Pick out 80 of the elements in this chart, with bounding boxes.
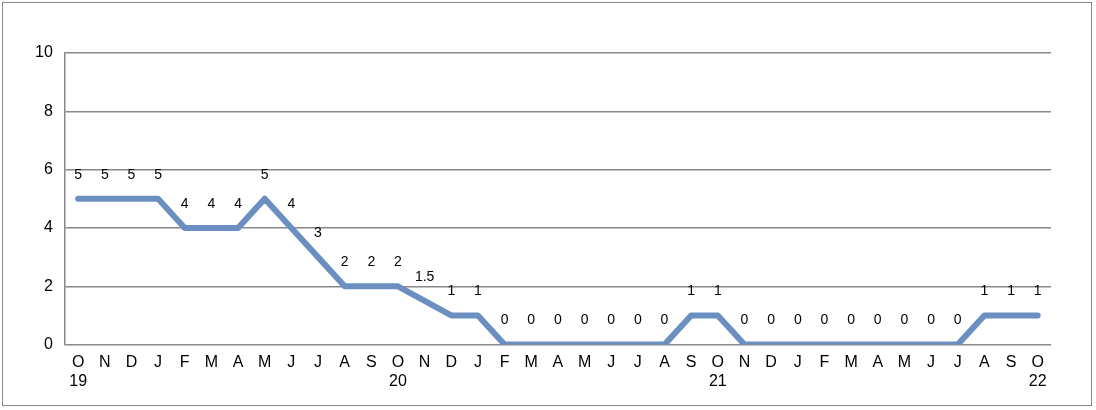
data-label: 1 — [713, 282, 722, 299]
data-label: 4 — [234, 194, 243, 211]
x-tick-label: J — [473, 352, 482, 370]
data-label: 0 — [580, 311, 589, 328]
data-label: 1 — [1007, 282, 1016, 299]
x-tick-label: J — [287, 352, 296, 370]
x-tick-label: A — [979, 352, 991, 370]
data-label: 1.5 — [414, 267, 435, 284]
data-label: 0 — [527, 311, 536, 328]
y-tick-label: 8 — [43, 101, 53, 119]
x-tick-label: M — [897, 352, 912, 370]
x-tick-label: S — [365, 352, 377, 370]
data-label: 5 — [260, 165, 269, 182]
data-label: 1 — [1033, 282, 1042, 299]
x-tick-label: F — [499, 352, 510, 370]
x-tick-label: A — [339, 352, 351, 370]
y-tick-label: 0 — [43, 335, 53, 353]
data-label: 3 — [314, 223, 323, 240]
data-label: 5 — [154, 165, 163, 182]
x-tick-label: J — [927, 352, 936, 370]
x-tick-label: J — [793, 352, 802, 370]
x-tick-label: A — [872, 352, 884, 370]
data-label: 0 — [820, 311, 829, 328]
x-tick-label: M — [844, 352, 858, 370]
data-label: 0 — [900, 311, 909, 328]
data-label: 0 — [660, 311, 669, 328]
x-tick-label: O 20 — [389, 352, 407, 389]
data-label: 0 — [633, 311, 642, 328]
x-tick-label: M — [524, 352, 538, 370]
x-tick-label: D — [445, 352, 458, 370]
data-label: 0 — [500, 311, 509, 328]
x-tick-label: A — [552, 352, 564, 370]
x-tick-label: O 19 — [69, 352, 88, 389]
data-label: 1 — [447, 282, 456, 299]
x-tick-label: F — [819, 352, 830, 370]
x-tick-label: A — [232, 352, 244, 370]
data-label: 0 — [873, 311, 882, 328]
x-tick-label: F — [179, 352, 190, 370]
x-tick-label: O 22 — [1028, 352, 1047, 389]
data-label: 5 — [74, 165, 83, 182]
y-tick-label: 6 — [43, 160, 53, 178]
y-tick-label: 2 — [43, 276, 53, 294]
data-label: 0 — [953, 311, 962, 328]
data-label: 0 — [927, 311, 936, 328]
x-tick-label: M — [577, 352, 592, 370]
data-label: 0 — [740, 311, 749, 328]
data-label: 4 — [180, 194, 189, 211]
x-tick-label: D — [125, 352, 138, 370]
data-label: 0 — [793, 311, 802, 328]
x-tick-label: S — [1005, 352, 1017, 370]
data-label: 1 — [687, 282, 696, 299]
data-label: 2 — [340, 253, 349, 270]
data-label: 2 — [367, 253, 376, 270]
data-label: 0 — [767, 311, 776, 328]
x-tick-label: M — [258, 352, 272, 370]
x-tick-label: O 21 — [708, 352, 727, 389]
data-label: 5 — [127, 165, 136, 182]
data-label: 2 — [394, 253, 403, 270]
x-tick-label: M — [204, 352, 219, 370]
data-label: 5 — [100, 165, 109, 182]
x-tick-label: N — [418, 352, 431, 370]
x-tick-label: J — [607, 352, 616, 370]
data-label: 0 — [607, 311, 616, 328]
y-tick-label: 4 — [43, 218, 53, 236]
y-tick-label: 10 — [35, 43, 53, 61]
data-label: 4 — [207, 194, 216, 211]
x-tick-label: N — [99, 352, 111, 370]
x-tick-label: J — [154, 352, 163, 370]
x-tick-label: J — [633, 352, 642, 370]
x-tick-label: S — [685, 352, 697, 370]
data-label: 1 — [474, 282, 483, 299]
data-label: 1 — [980, 282, 989, 299]
x-tick-label: J — [953, 352, 962, 370]
data-label: 0 — [847, 311, 856, 328]
x-tick-label: D — [765, 352, 777, 370]
data-label: 4 — [287, 194, 296, 211]
x-tick-label: A — [659, 352, 671, 370]
x-tick-label: N — [738, 352, 751, 370]
data-label: 0 — [554, 311, 562, 328]
x-tick-label: J — [314, 352, 323, 370]
